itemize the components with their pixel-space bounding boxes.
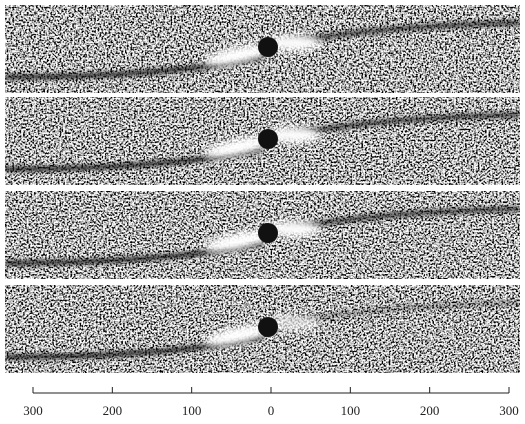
bright-region <box>265 221 321 237</box>
tick-label: 100 <box>182 403 202 418</box>
cylinder <box>258 223 278 243</box>
bright-region <box>203 44 273 66</box>
bright-region <box>265 127 321 143</box>
cylinder <box>258 37 278 57</box>
bright-region <box>203 324 273 346</box>
tick-label: 300 <box>23 403 43 418</box>
image-panel <box>5 191 520 279</box>
panels <box>5 5 520 373</box>
bright-region <box>265 35 321 51</box>
image-panel <box>5 97 520 185</box>
bright-region <box>203 230 273 252</box>
tick-label: 0 <box>268 403 275 418</box>
tick-label: 200 <box>103 403 123 418</box>
tick-label: 200 <box>420 403 440 418</box>
bright-region <box>203 136 273 158</box>
image-panel <box>5 285 520 373</box>
scale-axis: 300 200 100 0 100 200 300 <box>23 387 519 418</box>
tick-label: 100 <box>341 403 361 418</box>
bright-region <box>265 315 321 331</box>
tick-label: 300 <box>499 403 519 418</box>
cylinder <box>258 129 278 149</box>
cylinder <box>258 317 278 337</box>
image-panel <box>5 5 520 93</box>
